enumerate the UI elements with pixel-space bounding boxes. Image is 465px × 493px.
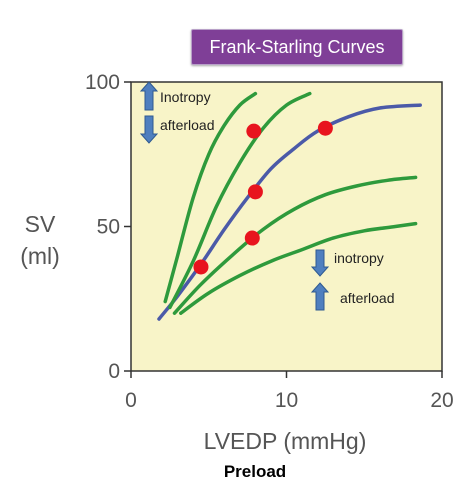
y-tick-label: 50 — [97, 216, 120, 239]
arrow-up-icon — [139, 81, 159, 111]
curve-increased-inotropy-2 — [168, 91, 312, 310]
x-tick-label: 0 — [125, 389, 137, 412]
curve-increased-inotropy-1 — [163, 91, 258, 304]
arrow-up-icon — [310, 282, 330, 311]
y-tick-label: 0 — [108, 360, 120, 383]
operating-point — [317, 120, 333, 136]
curves — [157, 91, 422, 321]
x-axis-label: LVEDP (mmHg) — [204, 428, 367, 454]
operating-point — [244, 230, 260, 246]
operating-point — [246, 123, 262, 139]
x-tick-label: 10 — [275, 389, 298, 412]
curve-decreased-inotropy-2 — [179, 221, 418, 315]
arrow-down-icon — [310, 249, 330, 277]
operating-point — [193, 259, 209, 275]
x-axis-sublabel: Preload — [223, 462, 287, 481]
tick-labels: 0 50 100 0 10 20 — [85, 71, 454, 412]
chart-title: Frank-Starling Curves — [191, 29, 403, 65]
axes — [124, 81, 443, 378]
y-axis-label-line2: (ml) — [20, 243, 60, 269]
afterload-up-label: afterload — [340, 290, 394, 306]
points — [193, 120, 333, 275]
afterload-down-label: afterload — [160, 117, 214, 133]
y-tick-label: 100 — [85, 71, 120, 94]
curve-normal — [157, 103, 422, 321]
arrow-down-icon — [139, 115, 159, 144]
inotropy-down-label: inotropy — [334, 250, 384, 266]
annotations: Inotropy afterload inotropy afterload — [139, 81, 394, 311]
curve-decreased-inotropy-1 — [172, 175, 418, 315]
x-tick-label: 20 — [430, 389, 453, 412]
y-axis-label-line1: SV — [25, 211, 56, 237]
operating-point — [247, 184, 263, 200]
inotropy-up-label: Inotropy — [160, 89, 211, 105]
